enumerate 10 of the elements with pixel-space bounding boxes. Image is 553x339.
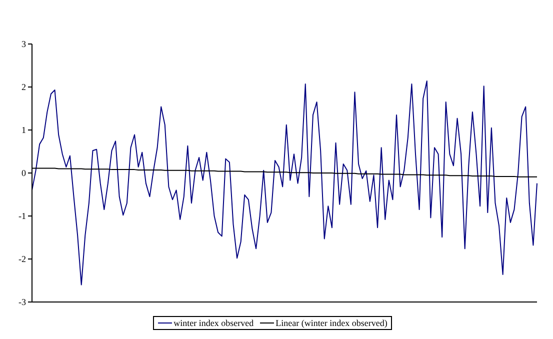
y-tick-label: 1 <box>22 125 26 136</box>
y-tick-label: -1 <box>18 211 26 222</box>
line-series <box>32 80 538 286</box>
legend-label: winter index observed <box>174 318 254 328</box>
y-tick-label: 0 <box>22 168 26 178</box>
legend-label: Linear (winter index observed) <box>276 318 388 328</box>
y-tick-label: 2 <box>22 82 26 92</box>
y-tick-label: -3 <box>18 297 26 308</box>
y-tick-label: -2 <box>18 254 26 264</box>
y-tick-label: 3 <box>22 39 26 50</box>
